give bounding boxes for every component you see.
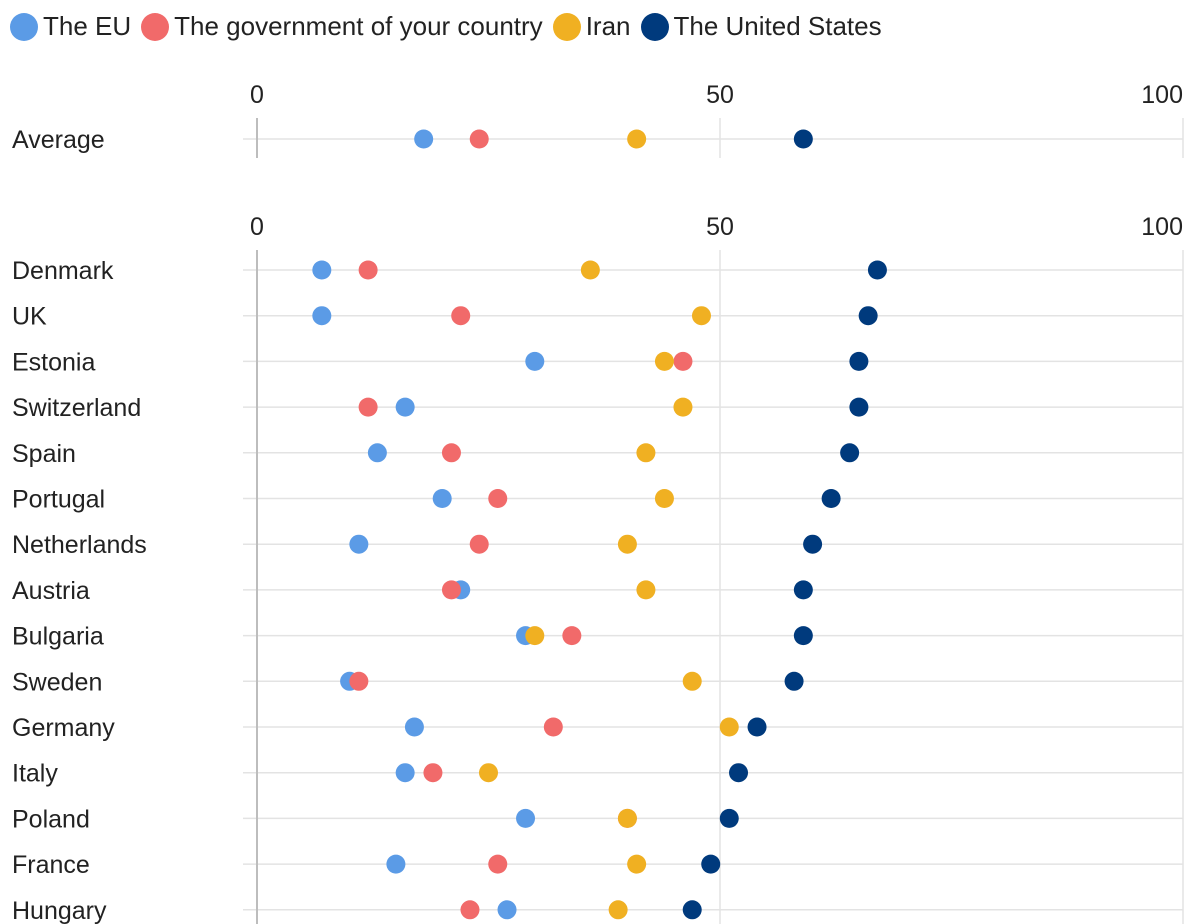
data-point <box>469 129 489 149</box>
legend-item: The United States <box>640 11 882 42</box>
chart-panel: 0 50 100 Average <box>12 81 1184 158</box>
legend-label: The United States <box>673 11 882 41</box>
data-point <box>803 534 823 554</box>
legend-label: The EU <box>43 11 132 41</box>
row-label: Portugal <box>12 486 105 514</box>
legend-label: The government of your country <box>174 11 543 41</box>
row-label: Italy <box>12 760 58 788</box>
data-point <box>608 900 628 920</box>
data-point <box>858 306 878 326</box>
data-point <box>636 580 656 600</box>
data-point <box>312 260 332 280</box>
data-point <box>654 351 674 371</box>
row-label: Average <box>12 126 105 154</box>
row-label: Austria <box>12 577 90 605</box>
data-point <box>358 260 378 280</box>
data-point <box>525 626 545 646</box>
legend-item: The government of your country <box>141 11 543 42</box>
x-tick-label: 100 <box>1141 81 1183 109</box>
x-tick-label: 50 <box>706 213 734 241</box>
data-point <box>849 351 869 371</box>
data-point <box>395 763 415 783</box>
row-label: UK <box>12 303 47 331</box>
legend-swatch <box>640 12 669 41</box>
data-point <box>793 626 813 646</box>
data-point <box>516 808 536 828</box>
data-point <box>580 260 600 280</box>
data-point <box>747 717 767 737</box>
data-point <box>441 443 461 463</box>
data-point <box>849 397 869 417</box>
row-label: Hungary <box>12 897 107 924</box>
data-point <box>358 397 378 417</box>
data-point <box>497 900 517 920</box>
data-point <box>793 580 813 600</box>
data-point <box>617 808 637 828</box>
row-label: Sweden <box>12 668 102 696</box>
data-point <box>784 671 804 691</box>
data-point <box>451 306 471 326</box>
data-point <box>673 397 693 417</box>
row-label: Switzerland <box>12 394 141 422</box>
data-point <box>719 808 739 828</box>
data-point <box>349 534 369 554</box>
data-point <box>386 854 406 874</box>
data-point <box>701 854 721 874</box>
x-tick-label: 100 <box>1141 213 1183 241</box>
legend-swatch <box>10 12 38 41</box>
data-point <box>691 306 711 326</box>
x-tick-label: 50 <box>706 81 734 109</box>
data-point <box>673 351 693 371</box>
row-label: Germany <box>12 714 115 742</box>
data-point <box>543 717 563 737</box>
data-point <box>367 443 387 463</box>
data-point <box>525 351 545 371</box>
data-point <box>729 763 749 783</box>
data-point <box>627 129 647 149</box>
legend-item: The EU <box>10 11 131 42</box>
legend: The EU The government of your country Iran… <box>10 11 892 42</box>
data-point <box>441 580 461 600</box>
row-label: Netherlands <box>12 531 147 559</box>
data-point <box>682 671 702 691</box>
data-point <box>312 306 332 326</box>
row-label: Bulgaria <box>12 623 104 651</box>
legend-label: Iran <box>585 11 631 41</box>
legend-swatch <box>141 12 170 41</box>
data-point <box>432 489 452 508</box>
data-point <box>617 534 637 554</box>
data-point <box>488 489 508 508</box>
data-point <box>562 626 582 646</box>
legend-swatch <box>552 12 581 41</box>
row-label: Spain <box>12 440 76 468</box>
data-point <box>423 763 443 783</box>
data-point <box>840 443 860 463</box>
data-point <box>654 489 674 508</box>
data-point <box>793 129 813 149</box>
data-point <box>821 489 841 508</box>
row-label: France <box>12 851 90 879</box>
data-point <box>719 717 739 737</box>
data-point <box>636 443 656 463</box>
data-point <box>479 763 498 783</box>
data-point <box>395 397 415 417</box>
legend-item: Iran <box>552 11 631 42</box>
row-label: Poland <box>12 805 90 833</box>
data-point <box>349 671 369 691</box>
data-point <box>488 854 508 874</box>
data-point <box>682 900 702 920</box>
data-point <box>414 129 434 149</box>
x-tick-label: 0 <box>250 81 264 109</box>
row-label: Denmark <box>12 257 114 285</box>
data-point <box>627 854 647 874</box>
row-label: Estonia <box>12 348 95 376</box>
data-point <box>469 534 489 554</box>
x-tick-label: 0 <box>250 213 264 241</box>
data-point <box>404 717 424 737</box>
chart-panel: 0 50 100 Denmark UK Estonia Switzerland Spain Po… <box>12 213 1184 924</box>
data-point <box>460 900 480 920</box>
data-point <box>867 260 887 280</box>
